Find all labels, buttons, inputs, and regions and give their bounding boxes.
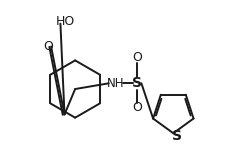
Text: HO: HO <box>56 15 75 28</box>
Text: O: O <box>132 51 142 65</box>
Text: S: S <box>172 129 182 143</box>
Text: NH: NH <box>107 77 125 90</box>
Text: S: S <box>132 76 142 90</box>
Text: O: O <box>132 101 142 114</box>
Text: O: O <box>43 40 53 53</box>
